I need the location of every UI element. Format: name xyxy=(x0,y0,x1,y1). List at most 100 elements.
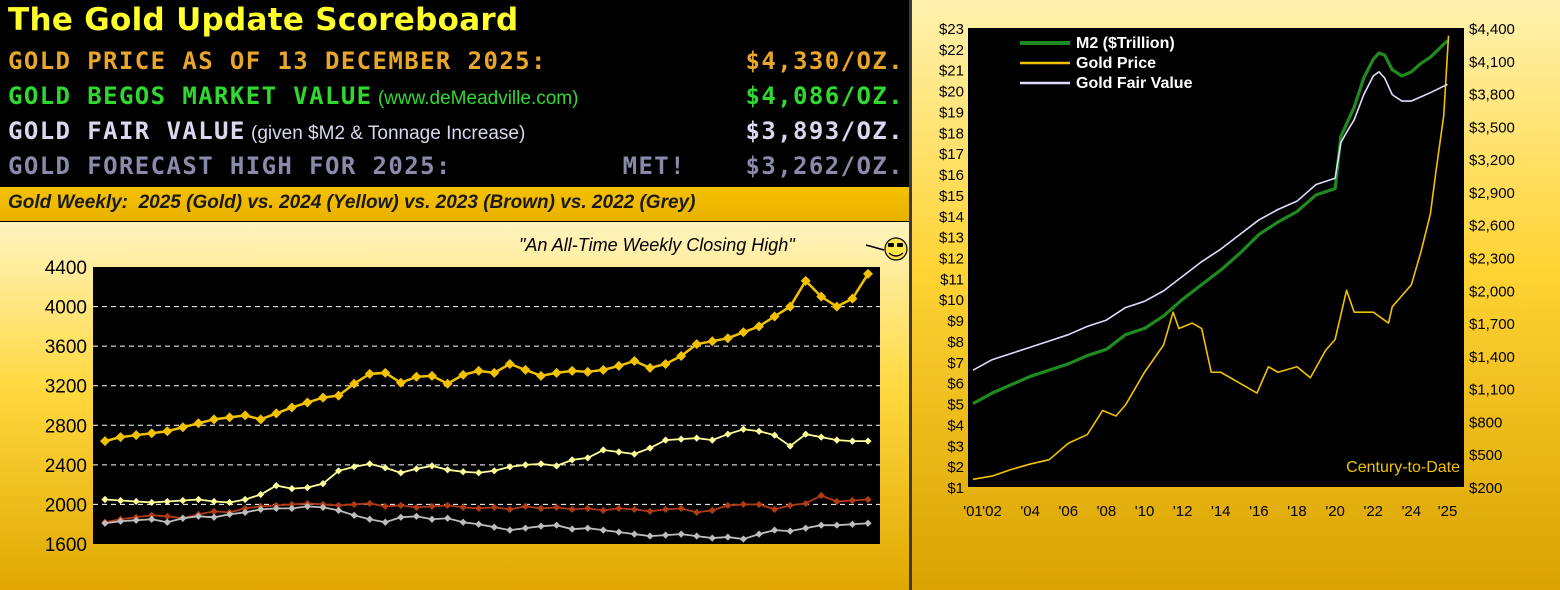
century-chart-title: Century-to-Date xyxy=(1346,459,1460,476)
series-2024-yellow-point xyxy=(724,430,732,438)
left-axis-tick-label: $12 xyxy=(939,251,964,268)
series-2025-gold-point xyxy=(395,377,406,388)
series-2022-grey-point xyxy=(459,518,467,526)
left-axis-tick-label: $19 xyxy=(939,104,964,121)
series-2025-gold-point xyxy=(209,414,219,425)
series-2025-gold-point xyxy=(255,414,266,425)
right-axis-tick-label: $3,200 xyxy=(1469,152,1515,169)
series-2025-gold-point xyxy=(473,365,484,376)
legend-label: M2 ($Trillion) xyxy=(1076,35,1175,52)
series-2022-grey-point xyxy=(661,531,670,539)
y-tick-label: 3600 xyxy=(45,337,87,358)
left-axis-tick-label: $8 xyxy=(947,334,964,351)
series-2022-grey-point xyxy=(755,530,763,538)
series-2022-grey-point xyxy=(428,515,436,523)
series-2022-grey-point xyxy=(646,532,654,540)
series-2025-gold-point xyxy=(551,367,562,378)
scoreboard-note: (given $M2 & Tonnage Increase) xyxy=(245,123,526,144)
series-2022-grey-point xyxy=(179,514,187,522)
series-2025-gold-point xyxy=(598,364,609,375)
series-2023-brown-point xyxy=(833,497,841,506)
series-2025-gold-point xyxy=(411,371,422,382)
series-2025-gold-point xyxy=(831,301,842,312)
series-2023-brown-point xyxy=(802,499,810,508)
series-2025-gold-point xyxy=(847,293,858,304)
series-2022-grey-point xyxy=(708,534,716,542)
series-2025-gold-point xyxy=(131,430,142,441)
series-2025-gold-point xyxy=(816,291,827,302)
m2-series-line xyxy=(972,39,1449,405)
series-2022-grey-point xyxy=(599,526,607,534)
series-2024-yellow-point xyxy=(802,430,810,438)
series-2023-brown-point xyxy=(350,500,358,509)
series-2023-brown-point xyxy=(661,505,670,513)
left-panel: The Gold Update Scoreboard GOLD PRICE AS… xyxy=(0,0,910,590)
series-2024-yellow-point xyxy=(194,495,203,504)
left-axis-tick-label: $11 xyxy=(940,271,964,288)
series-2025-gold-point xyxy=(536,370,546,381)
y-tick-label: 2400 xyxy=(45,456,87,477)
y-tick-label: 4000 xyxy=(45,298,87,319)
series-2023-brown-point xyxy=(724,501,732,510)
right-axis-tick-label: $2,900 xyxy=(1469,185,1515,202)
series-2022-grey-point xyxy=(615,528,623,536)
series-2023-brown-point xyxy=(334,501,343,510)
series-2023-brown-point xyxy=(148,511,156,519)
series-2025-gold-point xyxy=(333,390,344,401)
x-axis-tick-label: '25 xyxy=(1438,503,1458,520)
left-axis-tick-label: $5 xyxy=(947,397,964,414)
series-2024-yellow-point xyxy=(366,460,374,468)
left-axis-tick-label: $1 xyxy=(947,480,964,497)
x-axis-tick-label: '22 xyxy=(1363,503,1383,520)
legend-label: Gold Fair Value xyxy=(1076,75,1193,92)
series-2024-yellow-point xyxy=(179,496,187,505)
left-axis-tick-label: $4 xyxy=(947,417,964,434)
series-2024-yellow-point xyxy=(755,427,763,435)
scoreboard-value: $3,893/OZ. xyxy=(745,117,904,145)
gold-price-series-line xyxy=(972,35,1450,481)
series-2025-gold-point xyxy=(691,339,702,350)
series-2024-yellow-point xyxy=(163,497,171,506)
left-axis-tick-label: $9 xyxy=(947,313,964,330)
series-2022-grey-point xyxy=(490,523,498,531)
series-2024-yellow-point xyxy=(132,497,140,506)
series-2023-brown-point xyxy=(210,507,218,515)
series-2022-grey-point xyxy=(521,524,530,532)
series-2025-gold-point xyxy=(863,268,873,279)
left-axis-tick-label: $14 xyxy=(939,209,964,226)
panel-divider xyxy=(909,0,912,590)
plot-area xyxy=(968,28,1464,487)
series-2024-yellow-point xyxy=(475,469,483,477)
y-tick-label: 3200 xyxy=(45,377,87,398)
series-2023-brown-point xyxy=(693,508,701,516)
series-2025-gold-point xyxy=(629,355,640,366)
left-axis-tick-label: $6 xyxy=(947,376,964,393)
series-2025-gold-point xyxy=(769,311,780,322)
series-2022-grey-point xyxy=(366,515,374,523)
series-2024-yellow-point xyxy=(661,436,670,444)
series-2025-gold-point xyxy=(489,367,500,378)
right-axis-tick-label: $800 xyxy=(1469,414,1502,431)
series-2024-yellow-point xyxy=(381,464,389,472)
left-axis-tick-label: $3 xyxy=(947,438,964,455)
series-2023-brown-point xyxy=(568,505,576,513)
right-axis-tick-label: $1,700 xyxy=(1469,316,1515,333)
series-2023-brown-point xyxy=(412,503,421,511)
scoreboard-label: GOLD FORECAST HIGH FOR 2025: xyxy=(8,152,452,180)
series-2025-gold-point xyxy=(567,365,578,376)
series-2022-grey-point xyxy=(802,524,810,532)
series-2025-gold-point xyxy=(302,397,313,408)
series-2023-brown-point xyxy=(163,512,171,520)
series-2023-brown-point xyxy=(241,504,249,512)
series-2024-yellow-point xyxy=(350,463,358,471)
series-2022-grey-point xyxy=(334,506,343,514)
series-2023-brown-point xyxy=(646,507,654,515)
series-2022-grey-point xyxy=(303,502,312,511)
series-2024-yellow-point xyxy=(537,460,545,468)
series-2024-yellow-point xyxy=(428,462,436,470)
series-2022-grey-point xyxy=(506,526,514,534)
series-2022-grey-point xyxy=(537,522,545,530)
left-axis-tick-label: $17 xyxy=(939,146,964,163)
series-2023-brown-point xyxy=(366,499,374,508)
x-axis-tick-label: '08 xyxy=(1097,503,1117,520)
